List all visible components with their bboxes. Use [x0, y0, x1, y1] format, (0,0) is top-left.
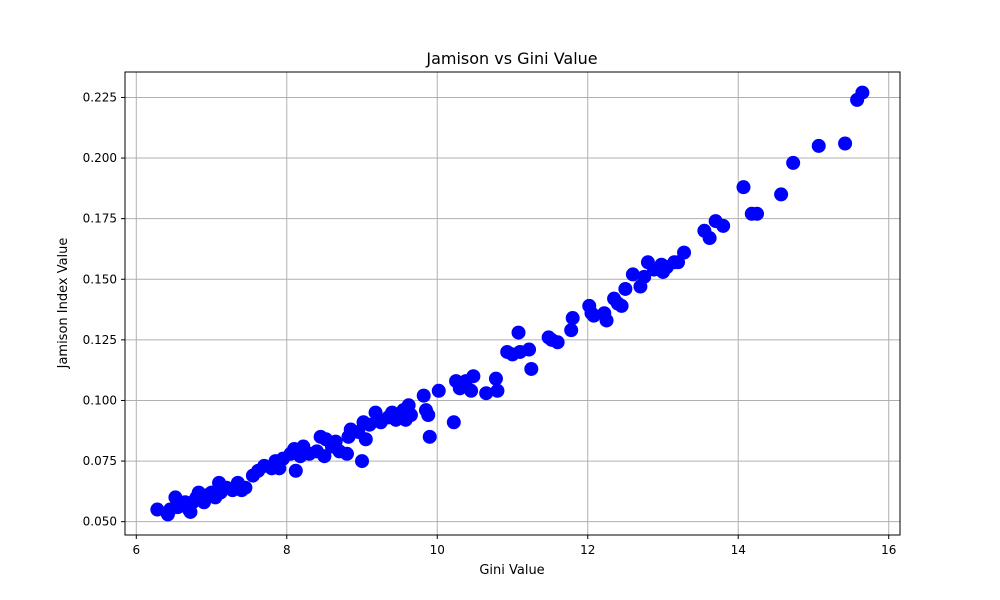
data-point — [422, 429, 437, 444]
data-point — [464, 383, 479, 398]
data-point — [488, 371, 503, 386]
data-point — [625, 267, 640, 282]
grid-lines — [125, 72, 900, 535]
data-point — [599, 313, 614, 328]
data-point — [479, 386, 494, 401]
data-point — [702, 231, 717, 246]
data-point — [355, 454, 370, 469]
plot-frame — [124, 71, 901, 536]
y-tick-label: 0.225 — [83, 90, 117, 104]
data-point — [564, 323, 579, 338]
data-point — [750, 206, 765, 221]
data-point — [618, 281, 633, 296]
data-point — [614, 298, 629, 313]
data-point — [238, 480, 253, 495]
data-point — [736, 180, 751, 195]
x-tick-label: 10 — [430, 543, 445, 557]
data-point — [855, 85, 870, 100]
data-point — [550, 335, 565, 350]
data-point — [511, 325, 526, 340]
chart-title: Jamison vs Gini Value — [425, 49, 597, 68]
data-point — [565, 311, 580, 326]
x-tick-label: 8 — [283, 543, 291, 557]
y-tick-label: 0.150 — [83, 272, 117, 286]
data-point — [786, 155, 801, 170]
y-tick-label: 0.075 — [83, 454, 117, 468]
data-points — [150, 85, 870, 522]
x-axis-ticks: 6 8 10 12 14 16 — [132, 535, 896, 557]
data-point — [838, 136, 853, 151]
y-tick-label: 0.100 — [83, 393, 117, 407]
data-point — [150, 502, 165, 517]
data-point — [416, 388, 431, 403]
y-axis-label: Jamison Index Value — [56, 238, 71, 370]
data-point — [522, 342, 537, 357]
y-tick-label: 0.200 — [83, 151, 117, 165]
data-point — [421, 408, 436, 423]
y-tick-label: 0.175 — [83, 212, 117, 226]
data-point — [811, 138, 826, 153]
data-point — [637, 269, 652, 284]
data-point — [288, 463, 303, 478]
data-point — [403, 408, 418, 423]
data-point — [774, 187, 789, 202]
y-axis-ticks: 0.050 0.075 0.100 0.125 0.150 0.175 0.200 0.225 — [83, 90, 125, 529]
data-point — [677, 245, 692, 260]
x-tick-label: 6 — [132, 543, 140, 557]
data-point — [524, 361, 539, 376]
data-point — [362, 417, 377, 432]
data-point — [317, 449, 332, 464]
x-tick-label: 16 — [881, 543, 896, 557]
x-tick-label: 12 — [580, 543, 595, 557]
data-point — [586, 308, 601, 323]
data-point — [716, 218, 731, 233]
y-tick-label: 0.050 — [83, 515, 117, 529]
data-point — [431, 383, 446, 398]
data-point — [466, 369, 481, 384]
data-point — [446, 415, 461, 430]
y-tick-label: 0.125 — [83, 333, 117, 347]
x-axis-label: Gini Value — [479, 563, 544, 578]
data-point — [339, 446, 354, 461]
x-tick-label: 14 — [731, 543, 746, 557]
data-point — [490, 383, 505, 398]
data-point — [358, 432, 373, 447]
